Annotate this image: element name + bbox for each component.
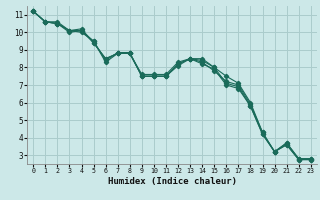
X-axis label: Humidex (Indice chaleur): Humidex (Indice chaleur) xyxy=(108,177,236,186)
